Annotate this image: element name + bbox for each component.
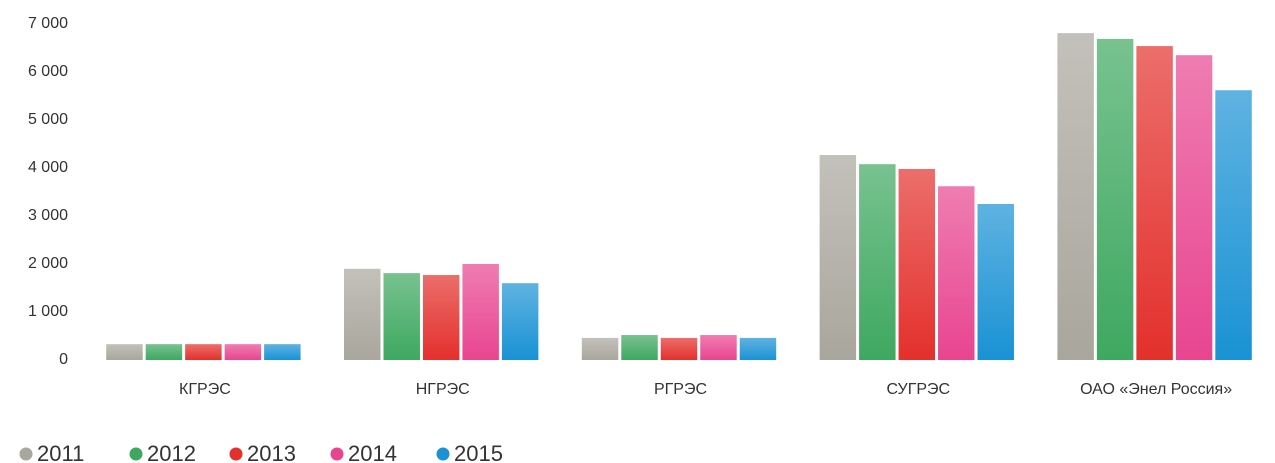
y-tick-label: 5 000 <box>28 111 68 128</box>
x-tick-label: СУГРЭС <box>887 381 951 398</box>
legend-label: 2015 <box>454 441 503 463</box>
y-tick-label: 6 000 <box>28 63 68 80</box>
x-tick-label: ОАО «Энел Россия» <box>1080 381 1232 398</box>
bar <box>1057 33 1094 361</box>
bar <box>1096 38 1134 360</box>
y-tick-label: 4 000 <box>28 159 68 176</box>
x-tick-label: КГРЭС <box>179 381 231 398</box>
y-tick-label: 7 000 <box>28 15 68 32</box>
x-tick-label: РГРЭС <box>654 381 707 398</box>
y-tick-label: 2 000 <box>28 255 68 272</box>
bar <box>977 204 1014 360</box>
bar <box>1215 90 1252 361</box>
bar <box>621 335 658 360</box>
x-tick-label: НГРЭС <box>416 381 470 398</box>
y-tick-label: 3 000 <box>28 207 68 224</box>
bar <box>462 264 499 360</box>
bar <box>145 344 183 360</box>
bar <box>224 344 262 360</box>
legend-marker <box>436 447 450 461</box>
legend-marker <box>330 447 344 461</box>
y-tick-label: 1 000 <box>28 303 68 320</box>
bar <box>859 164 896 360</box>
bar <box>422 275 460 360</box>
bar <box>898 168 936 360</box>
bar <box>383 273 420 360</box>
bar <box>581 337 619 360</box>
bar <box>344 268 381 360</box>
bar <box>185 344 222 360</box>
bar <box>660 337 698 360</box>
legend-label: 2012 <box>147 441 196 463</box>
bar <box>264 344 301 360</box>
bar <box>819 155 857 360</box>
bar <box>1136 46 1173 361</box>
bar <box>700 335 737 360</box>
bar <box>938 186 975 360</box>
legend-marker <box>129 447 143 461</box>
legend-label: 2014 <box>348 441 397 463</box>
legend-marker <box>19 447 33 461</box>
legend-label: 2011 <box>37 441 84 463</box>
bar <box>501 283 539 360</box>
legend-label: 2013 <box>247 441 296 463</box>
bar <box>1175 55 1213 360</box>
legend-marker <box>229 447 243 461</box>
y-tick-label: 0 <box>59 351 68 368</box>
bar <box>739 337 777 360</box>
bar <box>106 344 143 360</box>
